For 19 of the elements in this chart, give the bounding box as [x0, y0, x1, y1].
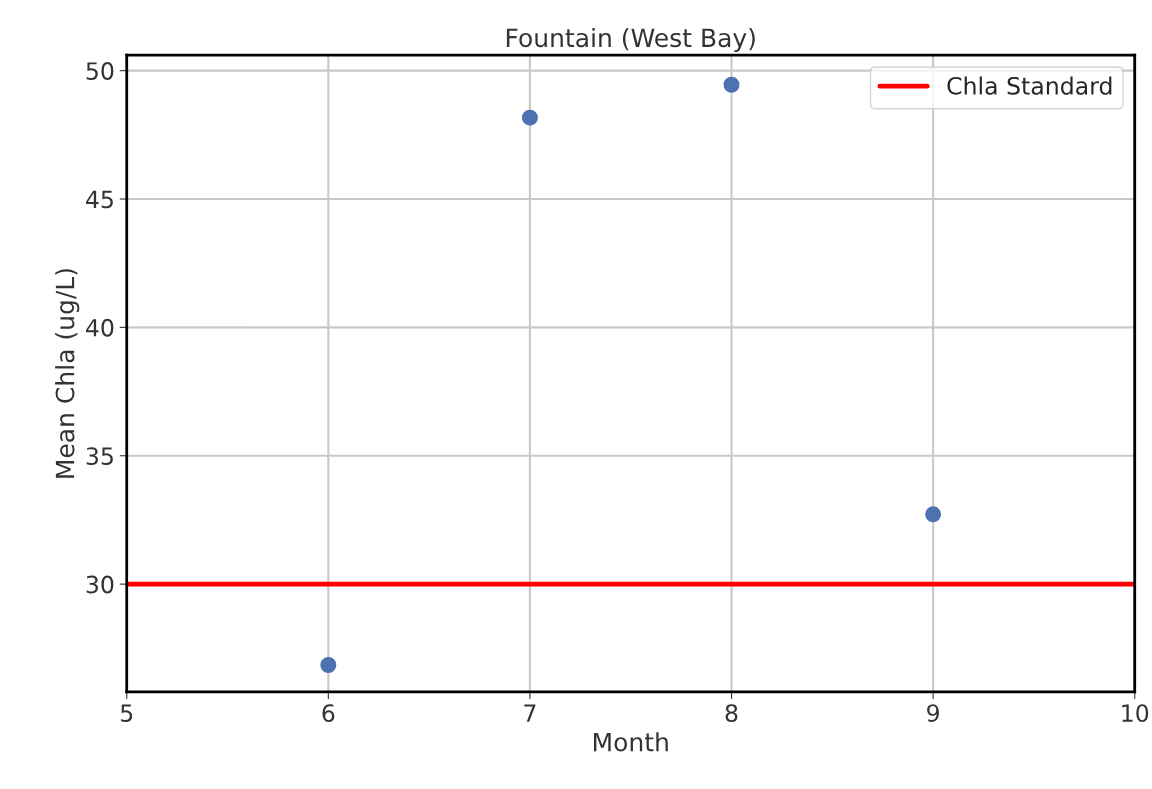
chart-title: Fountain (West Bay)	[506, 27, 755, 53]
x-tick-label: 10	[1122, 704, 1149, 723]
legend-label: Chla Standard	[947, 76, 1112, 95]
x-tick-label: 5	[121, 704, 133, 723]
y-axis-title: Mean Chla (ug/L)	[55, 269, 80, 478]
point	[925, 506, 942, 523]
y-tick-label: 30	[86, 575, 114, 594]
y-tick-label: 50	[86, 62, 114, 80]
y-tick-label: 40	[86, 318, 114, 337]
point	[521, 109, 538, 126]
point	[723, 76, 740, 93]
y-tick-label: 45	[86, 190, 113, 209]
y-tick-label: 35	[86, 447, 113, 466]
x-tick-label: 9	[927, 704, 939, 723]
x-tick-label: 6	[322, 704, 335, 723]
point	[320, 657, 337, 673]
x-tick-label: 8	[725, 704, 738, 723]
x-axis-title: Month	[594, 732, 668, 752]
x-tick-label: 7	[524, 704, 536, 722]
